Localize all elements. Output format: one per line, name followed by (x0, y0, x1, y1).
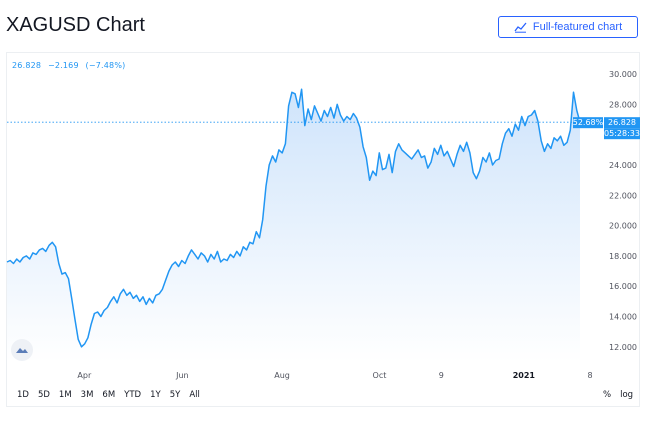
range-button-1d[interactable]: 1D (17, 390, 29, 400)
full-featured-chart-button[interactable]: Full-featured chart (498, 16, 638, 38)
tradingview-logo-icon[interactable] (11, 339, 33, 361)
y-tick-label: 16.000 (609, 282, 637, 291)
scale-options: % log (603, 390, 642, 400)
quote-readout: 26.828 −2.169 (−7.48%) (12, 61, 129, 70)
current-price-badge-bg (604, 117, 640, 129)
last-price: 26.828 (12, 61, 42, 70)
y-tick-label: 18.000 (609, 252, 637, 261)
chart-line-icon (514, 22, 527, 33)
range-button-5y[interactable]: 5Y (169, 390, 181, 400)
range-button-1y[interactable]: 1Y (150, 390, 161, 400)
bar-countdown-badge: 05:28:33 (604, 129, 640, 138)
chart-frame (6, 52, 640, 407)
logo-mark (16, 348, 28, 353)
percent-change-badge: 52.68% (573, 118, 604, 127)
x-tick-label: Apr (77, 371, 92, 380)
y-tick-label: 22.000 (609, 191, 637, 200)
price-change-percent: (−7.48%) (85, 61, 126, 70)
price-area (7, 89, 580, 363)
y-tick-label: 30.000 (609, 70, 637, 79)
y-tick-label: 20.000 (609, 222, 637, 231)
full-featured-chart-label: Full-featured chart (532, 21, 623, 33)
x-tick-label: 2021 (513, 371, 536, 380)
percent-change-badge-bg (573, 117, 603, 129)
range-button-1m[interactable]: 1M (58, 390, 72, 400)
current-price-badge: 26.828 (608, 118, 636, 127)
price-change: −2.169 (47, 61, 79, 70)
chart-title: XAGUSD Chart (6, 14, 145, 36)
y-tick-label: 12.000 (609, 343, 637, 352)
percent-scale-toggle[interactable]: % (603, 390, 612, 400)
range-button-all[interactable]: All (189, 390, 200, 400)
x-tick-label: Jun (175, 371, 189, 380)
y-tick-label: 14.000 (609, 313, 637, 322)
y-tick-label: 28.000 (609, 100, 637, 109)
log-scale-toggle[interactable]: log (620, 390, 634, 400)
price-line (6, 88, 581, 348)
range-button-3m[interactable]: 3M (80, 390, 94, 400)
bar-countdown-badge-bg (604, 128, 640, 140)
range-selector: 1D 5D 1M 3M 6M YTD 1Y 5Y All (17, 390, 209, 400)
range-button-5d[interactable]: 5D (37, 390, 50, 400)
x-tick-label: Aug (274, 371, 290, 380)
range-button-ytd[interactable]: YTD (124, 390, 142, 400)
x-tick-label: 8 (587, 371, 592, 380)
y-tick-label: 24.000 (609, 161, 637, 170)
x-axis: Apr Jun Aug Oct 9 2021 8 (77, 371, 592, 380)
y-axis: 12.000 14.000 16.000 18.000 20.000 22.000 24.0… (609, 70, 637, 352)
price-badges: 52.68% 26.828 05:28:33 (573, 117, 640, 140)
x-tick-label: Oct (373, 371, 387, 380)
x-tick-label: 9 (439, 371, 444, 380)
range-button-6m[interactable]: 6M (102, 390, 116, 400)
